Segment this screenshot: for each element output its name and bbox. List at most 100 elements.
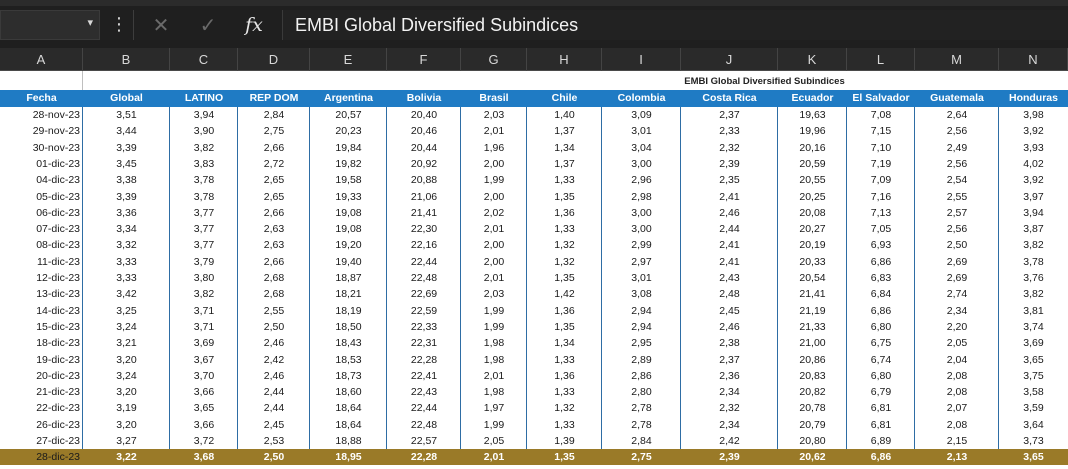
- date-cell[interactable]: 26-dic-23: [36, 418, 80, 431]
- value-cell[interactable]: 2,53: [263, 435, 285, 447]
- value-cell[interactable]: 2,39: [719, 157, 740, 170]
- date-cell[interactable]: 07-dic-23: [36, 223, 80, 236]
- value-cell[interactable]: 19,20: [335, 239, 362, 252]
- value-cell[interactable]: 2,86: [631, 369, 652, 382]
- value-cell[interactable]: 3,94: [193, 109, 215, 121]
- value-cell[interactable]: 2,44: [263, 386, 285, 399]
- value-cell[interactable]: 2,46: [719, 206, 740, 219]
- value-cell[interactable]: 2,68: [263, 272, 285, 284]
- value-cell[interactable]: 2,07: [946, 402, 968, 415]
- date-cell[interactable]: 30-nov-23: [32, 141, 80, 154]
- value-cell[interactable]: 3,69: [193, 337, 215, 350]
- value-cell[interactable]: 6,75: [870, 337, 892, 350]
- value-cell[interactable]: 2,41: [719, 255, 740, 268]
- value-cell[interactable]: 2,78: [631, 418, 652, 431]
- value-cell[interactable]: 3,83: [193, 157, 215, 170]
- value-cell[interactable]: 3,92: [1023, 174, 1044, 187]
- check-icon[interactable]: ✓: [199, 13, 217, 37]
- value-cell[interactable]: 18,88: [335, 435, 362, 447]
- value-cell[interactable]: 2,49: [946, 141, 968, 154]
- value-cell[interactable]: 3,78: [193, 174, 215, 187]
- value-cell[interactable]: 2,35: [719, 174, 740, 187]
- value-cell[interactable]: 2,01: [483, 369, 505, 382]
- column-header-f[interactable]: F: [387, 48, 461, 71]
- value-cell[interactable]: 3,20: [116, 386, 137, 399]
- value-cell[interactable]: 3,65: [1023, 451, 1044, 464]
- value-cell[interactable]: 20,08: [799, 206, 826, 219]
- column-header-g[interactable]: G: [461, 48, 527, 71]
- value-cell[interactable]: 20,80: [799, 435, 826, 447]
- value-cell[interactable]: 18,87: [335, 272, 362, 284]
- table-header-cell[interactable]: REP DOM: [249, 92, 299, 104]
- value-cell[interactable]: 3,01: [631, 272, 652, 284]
- value-cell[interactable]: 3,98: [1023, 109, 1044, 121]
- value-cell[interactable]: 1,33: [554, 223, 575, 236]
- value-cell[interactable]: 2,41: [719, 190, 740, 203]
- value-cell[interactable]: 20,54: [799, 272, 826, 284]
- formula-input[interactable]: EMBI Global Diversified Subindices: [282, 10, 1068, 40]
- value-cell[interactable]: 3,45: [116, 157, 137, 170]
- value-cell[interactable]: 2,95: [631, 337, 652, 350]
- value-cell[interactable]: 3,73: [1023, 435, 1044, 447]
- date-cell[interactable]: 18-dic-23: [36, 337, 80, 350]
- value-cell[interactable]: 3,68: [193, 451, 215, 464]
- value-cell[interactable]: 2,46: [263, 369, 285, 382]
- value-cell[interactable]: 3,21: [116, 337, 137, 350]
- value-cell[interactable]: 1,39: [554, 435, 575, 447]
- value-cell[interactable]: 6,89: [870, 435, 892, 447]
- value-cell[interactable]: 3,77: [193, 223, 215, 236]
- value-cell[interactable]: 18,95: [335, 451, 362, 464]
- column-header-j[interactable]: J: [681, 48, 778, 71]
- date-cell[interactable]: 20-dic-23: [36, 369, 80, 382]
- value-cell[interactable]: 20,27: [799, 223, 826, 236]
- value-cell[interactable]: 3,77: [193, 239, 215, 252]
- value-cell[interactable]: 2,57: [946, 206, 968, 219]
- value-cell[interactable]: 18,60: [335, 386, 362, 399]
- value-cell[interactable]: 18,64: [335, 402, 362, 415]
- value-cell[interactable]: 18,43: [335, 337, 362, 350]
- value-cell[interactable]: 3,97: [1023, 190, 1044, 203]
- value-cell[interactable]: 6,80: [870, 369, 892, 382]
- value-cell[interactable]: 2,65: [263, 190, 285, 203]
- value-cell[interactable]: 1,32: [554, 239, 575, 252]
- date-cell[interactable]: 14-dic-23: [36, 304, 80, 317]
- value-cell[interactable]: 1,35: [554, 320, 575, 333]
- value-cell[interactable]: 6,83: [870, 272, 892, 284]
- value-cell[interactable]: 2,66: [263, 255, 285, 268]
- column-header-e[interactable]: E: [310, 48, 387, 71]
- value-cell[interactable]: 2,48: [719, 288, 740, 301]
- value-cell[interactable]: 3,82: [1023, 288, 1044, 301]
- value-cell[interactable]: 3,42: [116, 288, 137, 301]
- value-cell[interactable]: 3,20: [116, 353, 137, 366]
- value-cell[interactable]: 2,64: [946, 109, 968, 121]
- value-cell[interactable]: 2,43: [719, 272, 740, 284]
- date-cell[interactable]: 06-dic-23: [36, 206, 80, 219]
- value-cell[interactable]: 21,41: [410, 206, 438, 219]
- table-header-cell[interactable]: Fecha: [26, 92, 57, 104]
- value-cell[interactable]: 2,98: [631, 190, 652, 203]
- table-header-cell[interactable]: Ecuador: [791, 92, 834, 104]
- value-cell[interactable]: 2,01: [483, 223, 505, 236]
- value-cell[interactable]: 3,64: [1023, 418, 1044, 431]
- value-cell[interactable]: 3,65: [1023, 353, 1044, 366]
- value-cell[interactable]: 2,44: [719, 223, 740, 236]
- table-header-cell[interactable]: LATINO: [184, 92, 224, 104]
- value-cell[interactable]: 18,19: [335, 304, 362, 317]
- value-cell[interactable]: 1,32: [554, 255, 575, 268]
- value-cell[interactable]: 2,04: [946, 353, 968, 366]
- value-cell[interactable]: 3,77: [193, 206, 215, 219]
- value-cell[interactable]: 20,78: [799, 402, 826, 415]
- value-cell[interactable]: 20,55: [799, 174, 826, 187]
- value-cell[interactable]: 3,92: [1023, 125, 1044, 138]
- value-cell[interactable]: 2,50: [263, 320, 285, 333]
- value-cell[interactable]: 3,00: [631, 157, 652, 170]
- value-cell[interactable]: 1,42: [554, 288, 575, 301]
- value-cell[interactable]: 3,90: [193, 125, 215, 138]
- column-header-a[interactable]: A: [0, 48, 83, 71]
- value-cell[interactable]: 6,84: [870, 288, 892, 301]
- value-cell[interactable]: 3,75: [1023, 369, 1044, 382]
- value-cell[interactable]: 2,46: [719, 320, 740, 333]
- value-cell[interactable]: 2,00: [483, 190, 505, 203]
- value-cell[interactable]: 19,58: [335, 174, 362, 187]
- value-cell[interactable]: 7,16: [870, 190, 892, 203]
